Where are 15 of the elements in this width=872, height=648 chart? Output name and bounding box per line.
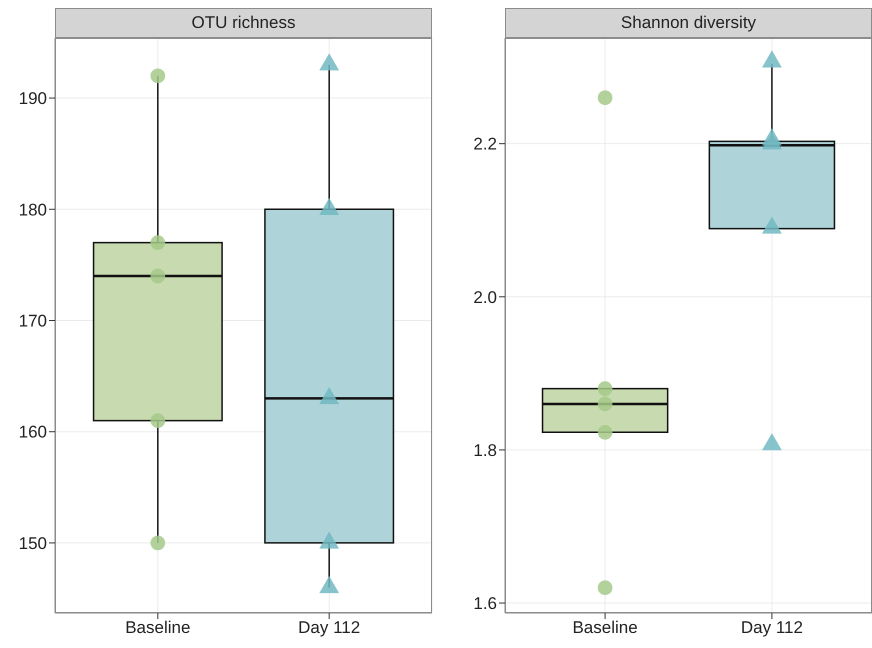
x-tick-label: Baseline <box>572 618 638 638</box>
y-tick-label: 190 <box>18 89 47 108</box>
y-tick-label: 170 <box>18 312 47 331</box>
y-tick-label: 180 <box>18 200 47 220</box>
y-tick-label: 2.2 <box>473 134 497 154</box>
y-tick-label: 2.0 <box>473 288 497 307</box>
x-tick-label: Day 112 <box>298 618 360 638</box>
y-tick-label: 160 <box>18 422 47 442</box>
chart-title: OTU richness <box>55 8 432 38</box>
y-tick-label: 150 <box>18 534 47 553</box>
x-tick-label: Baseline <box>125 618 190 638</box>
y-tick-label: 1.6 <box>473 594 497 614</box>
y-tick-label: 1.8 <box>473 440 497 460</box>
chart-title: Shannon diversity <box>505 8 872 38</box>
x-tick-label: Day 112 <box>740 618 803 638</box>
